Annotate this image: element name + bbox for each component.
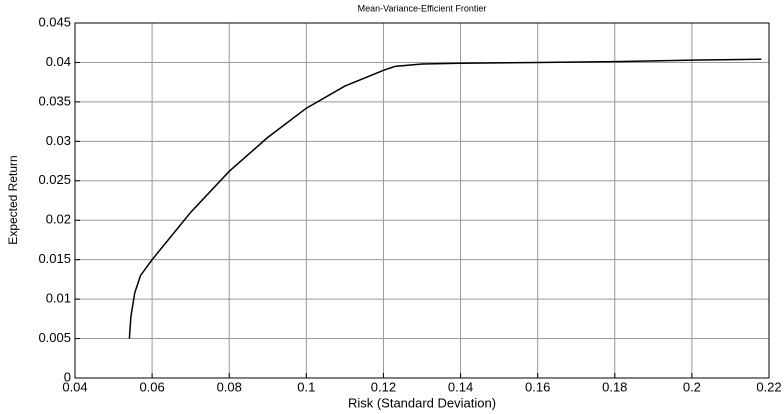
x-tick-label: 0.08 [217, 379, 242, 394]
y-axis-label: Expected Return [6, 155, 20, 244]
x-tick-label: 0.06 [139, 379, 164, 394]
x-tick-label: 0.2 [683, 379, 701, 394]
x-tick-label: 0.16 [525, 379, 550, 394]
y-tick-label: 0 [64, 369, 71, 384]
frontier-line [128, 58, 762, 339]
y-tick-label: 0.035 [38, 93, 71, 108]
y-tick-label: 0.01 [46, 291, 71, 306]
x-tick-label: 0.04 [62, 379, 87, 394]
x-tick-label: 0.18 [602, 379, 627, 394]
y-tick-label: 0.025 [38, 172, 71, 187]
x-tick-label: 0.1 [297, 379, 315, 394]
x-tick-label: 0.12 [371, 379, 396, 394]
x-axis-label: Risk (Standard Deviation) [348, 395, 496, 410]
y-tick-label: 0.03 [46, 133, 71, 148]
plot-frame [74, 22, 770, 379]
x-tick-label: 0.22 [756, 379, 781, 394]
y-tick-label: 0.04 [46, 54, 71, 69]
chart-title: Mean-Variance-Efficient Frontier [358, 3, 487, 13]
y-tick-label: 0.045 [38, 14, 71, 29]
x-tick-label: 0.14 [448, 379, 473, 394]
y-tick-label: 0.015 [38, 251, 71, 266]
y-tick-label: 0.005 [38, 330, 71, 345]
y-tick-label: 0.02 [46, 212, 71, 227]
